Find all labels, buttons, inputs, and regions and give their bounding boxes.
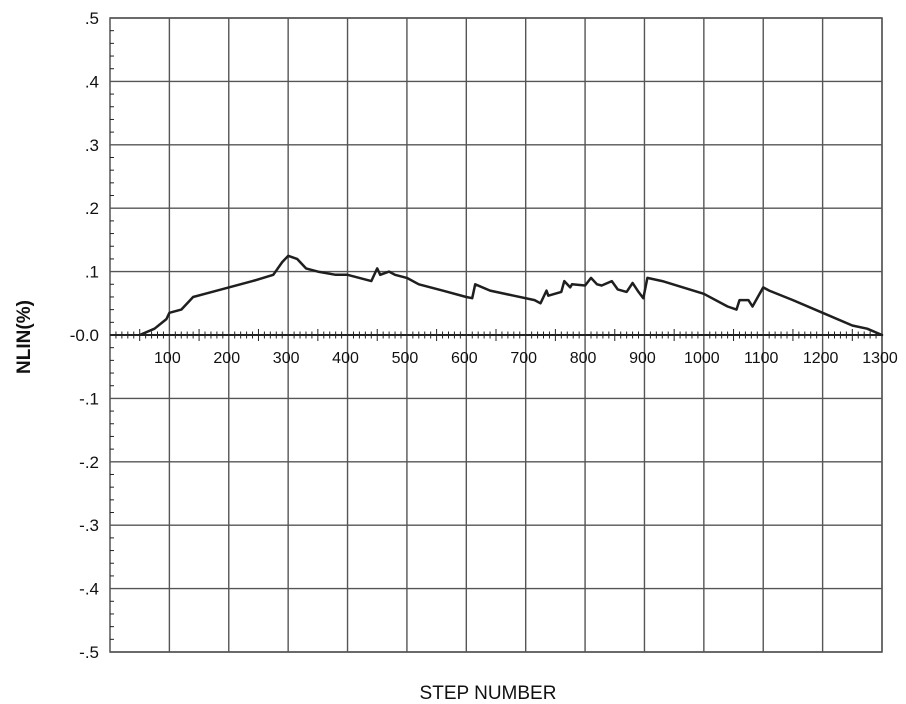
x-tick-label: 1000 [684, 350, 720, 367]
y-tick-label: -.2 [79, 453, 99, 472]
y-tick-labels: .5 .4 .3 .2 .1 -0.0 -.1 -.2 -.3 -.4 -.5 [70, 9, 99, 662]
x-tick-label: 400 [332, 350, 359, 367]
x-axis-title: STEP NUMBER [420, 683, 557, 704]
y-tick-label: -.4 [79, 580, 99, 599]
x-tick-labels: 100 200 300 400 500 600 700 800 900 1000 1100 1200 1… [154, 350, 898, 367]
x-tick-label: 100 [154, 350, 181, 367]
x-tick-label: 900 [629, 350, 656, 367]
y-tick-label: .3 [85, 136, 99, 155]
x-tick-label: 1200 [803, 350, 839, 367]
x-tick-label: 500 [392, 350, 419, 367]
y-tick-label: -0.0 [70, 326, 99, 345]
x-tick-label: 600 [451, 350, 478, 367]
y-tick-label: .2 [85, 199, 99, 218]
series-line [138, 254, 884, 337]
y-tick-label: .5 [85, 9, 99, 28]
y-tick-label: -.3 [79, 516, 99, 535]
minor-ticks [110, 30, 877, 640]
y-tick-label: .4 [85, 72, 99, 91]
y-tick-label: .1 [85, 263, 99, 282]
x-tick-label: 700 [510, 350, 537, 367]
y-axis-title: NLIN(%) [14, 300, 35, 374]
x-tick-label: 800 [570, 350, 597, 367]
x-tick-label: 300 [273, 350, 300, 367]
y-tick-label: -.5 [79, 643, 99, 662]
x-tick-label: 200 [213, 350, 240, 367]
x-tick-label: 1300 [862, 350, 898, 367]
x-tick-label: 1100 [744, 350, 779, 367]
y-tick-label: -.1 [79, 389, 99, 408]
